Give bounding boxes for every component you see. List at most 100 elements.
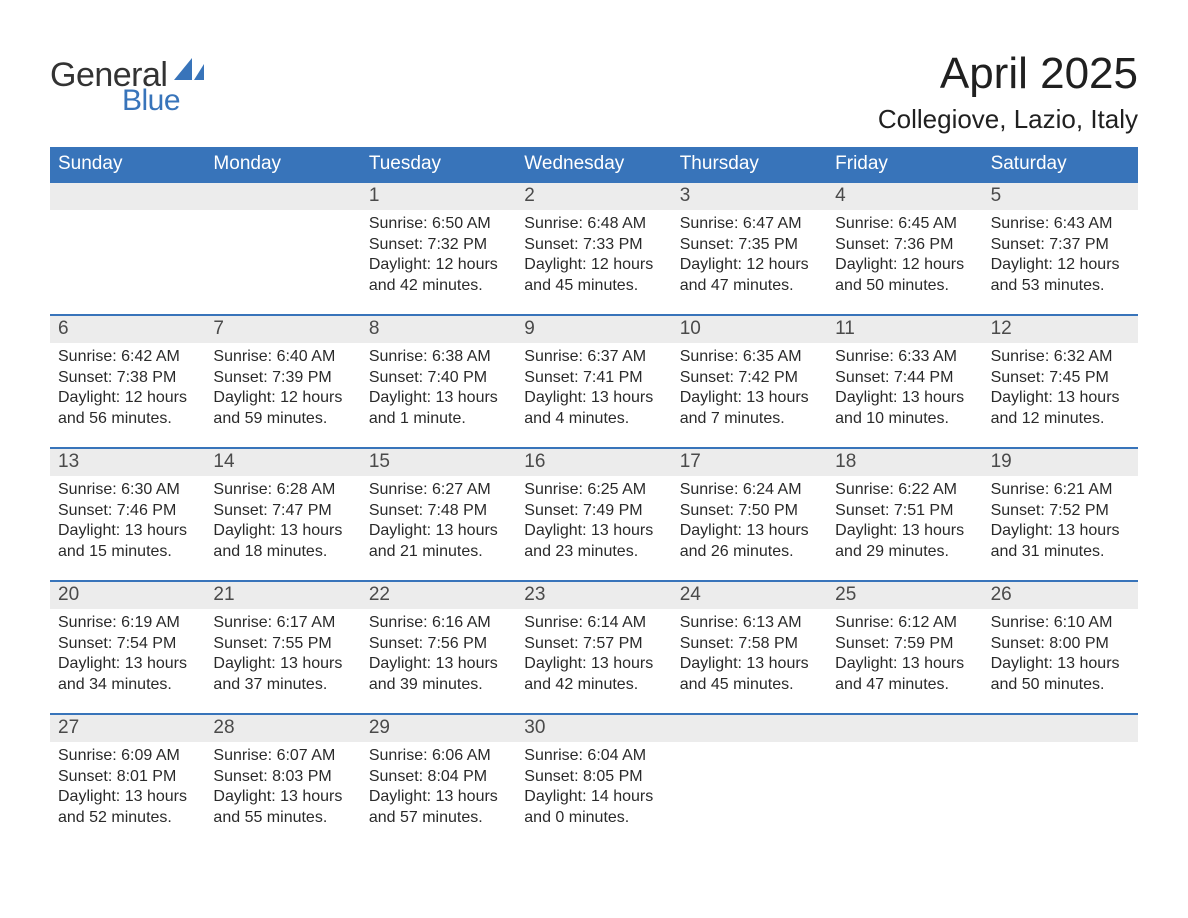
- week-row: 13141516171819Sunrise: 6:30 AMSunset: 7:…: [50, 447, 1138, 580]
- sunset-line: Sunset: 7:48 PM: [369, 501, 508, 521]
- sunset-line: Sunset: 7:47 PM: [213, 501, 352, 521]
- sunset-line: Sunset: 7:39 PM: [213, 368, 352, 388]
- day-number: [205, 183, 360, 210]
- daylight-line: Daylight: 13 hours and 47 minutes.: [835, 654, 974, 695]
- sunset-line: Sunset: 7:52 PM: [991, 501, 1130, 521]
- sunset-line: Sunset: 7:54 PM: [58, 634, 197, 654]
- daylight-line: Daylight: 13 hours and 45 minutes.: [680, 654, 819, 695]
- sunset-line: Sunset: 7:44 PM: [835, 368, 974, 388]
- sunset-line: Sunset: 7:33 PM: [524, 235, 663, 255]
- day-cell: Sunrise: 6:35 AMSunset: 7:42 PMDaylight:…: [672, 343, 827, 447]
- sunset-line: Sunset: 7:41 PM: [524, 368, 663, 388]
- daynum-band: 13141516171819: [50, 449, 1138, 476]
- weekday-header: Wednesday: [516, 147, 671, 183]
- sunset-line: Sunset: 7:40 PM: [369, 368, 508, 388]
- day-cell: [827, 742, 982, 846]
- week-row: 20212223242526Sunrise: 6:19 AMSunset: 7:…: [50, 580, 1138, 713]
- daynum-band: 27282930: [50, 715, 1138, 742]
- day-cell: Sunrise: 6:42 AMSunset: 7:38 PMDaylight:…: [50, 343, 205, 447]
- day-cell: Sunrise: 6:28 AMSunset: 7:47 PMDaylight:…: [205, 476, 360, 580]
- sunrise-line: Sunrise: 6:28 AM: [213, 480, 352, 500]
- day-cell: Sunrise: 6:07 AMSunset: 8:03 PMDaylight:…: [205, 742, 360, 846]
- day-cell: Sunrise: 6:48 AMSunset: 7:33 PMDaylight:…: [516, 210, 671, 314]
- day-number: 9: [516, 316, 671, 343]
- day-number: 21: [205, 582, 360, 609]
- content-band: Sunrise: 6:19 AMSunset: 7:54 PM Daylight:…: [50, 609, 1138, 713]
- sunset-line: Sunset: 7:49 PM: [524, 501, 663, 521]
- daylight-line: Daylight: 12 hours and 53 minutes.: [991, 255, 1130, 296]
- weekday-header-row: Sunday Monday Tuesday Wednesday Thursday…: [50, 147, 1138, 183]
- day-number: 17: [672, 449, 827, 476]
- daylight-line: Daylight: 13 hours and 18 minutes.: [213, 521, 352, 562]
- sunset-line: Sunset: 7:50 PM: [680, 501, 819, 521]
- day-cell: Sunrise: 6:06 AMSunset: 8:04 PMDaylight:…: [361, 742, 516, 846]
- generalblue-logo: General Blue: [50, 58, 208, 116]
- daynum-band: 6789101112: [50, 316, 1138, 343]
- content-band: Sunrise: 6:42 AMSunset: 7:38 PMDaylight:…: [50, 343, 1138, 447]
- daylight-line: Daylight: 13 hours and 31 minutes.: [991, 521, 1130, 562]
- day-number: 6: [50, 316, 205, 343]
- sunrise-line: Sunrise: 6:37 AM: [524, 347, 663, 367]
- day-cell: Sunrise: 6:38 AMSunset: 7:40 PMDaylight:…: [361, 343, 516, 447]
- sunrise-line: Sunrise: 6:50 AM: [369, 214, 508, 234]
- day-cell: [983, 742, 1138, 846]
- sunset-line: Sunset: 7:58 PM: [680, 634, 819, 654]
- sunrise-line: Sunrise: 6:30 AM: [58, 480, 197, 500]
- sunset-line: Sunset: 7:59 PM: [835, 634, 974, 654]
- logo-text-blue: Blue: [122, 86, 208, 116]
- calendar-page: General Blue April 2025 Collegiove, Lazi…: [0, 0, 1188, 886]
- day-cell: Sunrise: 6:33 AMSunset: 7:44 PMDaylight:…: [827, 343, 982, 447]
- day-cell: Sunrise: 6:50 AMSunset: 7:32 PMDaylight:…: [361, 210, 516, 314]
- sunset-line: Sunset: 8:01 PM: [58, 767, 197, 787]
- sunrise-line: Sunrise: 6:25 AM: [524, 480, 663, 500]
- day-cell: Sunrise: 6:16 AMSunset: 7:56 PMDaylight:…: [361, 609, 516, 713]
- daylight-line: Daylight: 13 hours and 57 minutes.: [369, 787, 508, 828]
- content-band: Sunrise: 6:09 AMSunset: 8:01 PMDaylight:…: [50, 742, 1138, 846]
- sunrise-line: Sunrise: 6:33 AM: [835, 347, 974, 367]
- content-band: Sunrise: 6:50 AMSunset: 7:32 PM Daylight:…: [50, 210, 1138, 314]
- day-number: 25: [827, 582, 982, 609]
- sunrise-line: Sunrise: 6:42 AM: [58, 347, 197, 367]
- day-number: 1: [361, 183, 516, 210]
- daylight-line: Daylight: 13 hours and 55 minutes.: [213, 787, 352, 828]
- day-number: 11: [827, 316, 982, 343]
- day-number: 29: [361, 715, 516, 742]
- sunrise-line: Sunrise: 6:35 AM: [680, 347, 819, 367]
- sunset-line: Sunset: 8:00 PM: [991, 634, 1130, 654]
- sunset-line: Sunset: 7:32 PM: [369, 235, 508, 255]
- daylight-line: Daylight: 12 hours and 56 minutes.: [58, 388, 197, 429]
- day-number: 3: [672, 183, 827, 210]
- day-number: [672, 715, 827, 742]
- month-title: April 2025: [878, 50, 1138, 98]
- daylight-line: Daylight: 13 hours and 50 minutes.: [991, 654, 1130, 695]
- day-number: 18: [827, 449, 982, 476]
- sunrise-line: Sunrise: 6:19 AM: [58, 613, 197, 633]
- sunrise-line: Sunrise: 6:45 AM: [835, 214, 974, 234]
- sunset-line: Sunset: 7:46 PM: [58, 501, 197, 521]
- day-cell: Sunrise: 6:25 AMSunset: 7:49 PMDaylight:…: [516, 476, 671, 580]
- sunrise-line: Sunrise: 6:09 AM: [58, 746, 197, 766]
- sunrise-line: Sunrise: 6:24 AM: [680, 480, 819, 500]
- sunrise-line: Sunrise: 6:14 AM: [524, 613, 663, 633]
- daylight-line: Daylight: 13 hours and 52 minutes.: [58, 787, 197, 828]
- daylight-line: Daylight: 13 hours and 26 minutes.: [680, 521, 819, 562]
- sunrise-line: Sunrise: 6:10 AM: [991, 613, 1130, 633]
- day-number: 12: [983, 316, 1138, 343]
- daynum-band: 12345: [50, 183, 1138, 210]
- content-band: Sunrise: 6:30 AMSunset: 7:46 PM Daylight:…: [50, 476, 1138, 580]
- sunset-line: Sunset: 7:38 PM: [58, 368, 197, 388]
- weekday-header: Friday: [827, 147, 982, 183]
- daylight-line: Daylight: 13 hours and 42 minutes.: [524, 654, 663, 695]
- day-cell: Sunrise: 6:43 AMSunset: 7:37 PMDaylight:…: [983, 210, 1138, 314]
- day-number: [827, 715, 982, 742]
- sunset-line: Sunset: 7:57 PM: [524, 634, 663, 654]
- calendar-grid: Sunday Monday Tuesday Wednesday Thursday…: [50, 147, 1138, 846]
- sunrise-line: Sunrise: 6:04 AM: [524, 746, 663, 766]
- week-row: 27282930Sunrise: 6:09 AMSunset: 8:01 PMD…: [50, 713, 1138, 846]
- sunrise-line: Sunrise: 6:22 AM: [835, 480, 974, 500]
- location-subtitle: Collegiove, Lazio, Italy: [878, 104, 1138, 135]
- day-number: 14: [205, 449, 360, 476]
- week-row: 6789101112Sunrise: 6:42 AMSunset: 7:38 P…: [50, 314, 1138, 447]
- day-cell: [672, 742, 827, 846]
- sunrise-line: Sunrise: 6:17 AM: [213, 613, 352, 633]
